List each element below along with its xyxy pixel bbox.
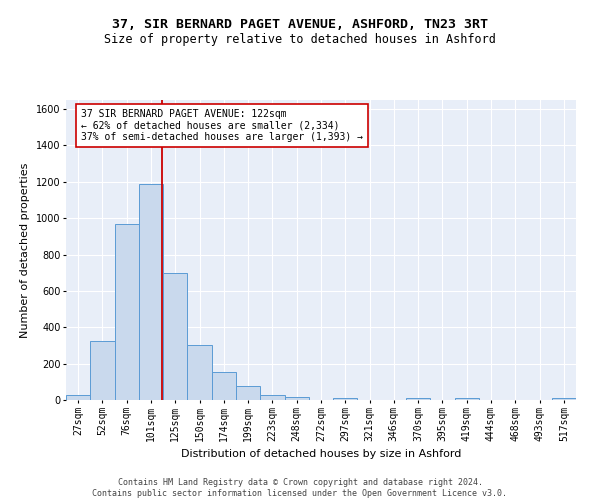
Bar: [66, 396, 90, 400]
Bar: [455, 398, 479, 400]
Bar: [90, 341, 115, 400]
Bar: [236, 386, 260, 400]
Text: 37, SIR BERNARD PAGET AVENUE, ASHFORD, TN23 3RT: 37, SIR BERNARD PAGET AVENUE, ASHFORD, T…: [112, 18, 488, 30]
Bar: [163, 272, 187, 400]
Bar: [284, 396, 309, 400]
Bar: [333, 398, 358, 400]
Text: Contains HM Land Registry data © Crown copyright and database right 2024.
Contai: Contains HM Land Registry data © Crown c…: [92, 478, 508, 498]
Bar: [260, 396, 284, 400]
Bar: [552, 398, 576, 400]
Bar: [115, 224, 139, 400]
Y-axis label: Number of detached properties: Number of detached properties: [20, 162, 30, 338]
X-axis label: Distribution of detached houses by size in Ashford: Distribution of detached houses by size …: [181, 449, 461, 459]
Bar: [139, 184, 163, 400]
Text: Size of property relative to detached houses in Ashford: Size of property relative to detached ho…: [104, 32, 496, 46]
Bar: [406, 398, 430, 400]
Text: 37 SIR BERNARD PAGET AVENUE: 122sqm
← 62% of detached houses are smaller (2,334): 37 SIR BERNARD PAGET AVENUE: 122sqm ← 62…: [82, 109, 364, 142]
Bar: [187, 344, 212, 400]
Bar: [212, 372, 236, 400]
